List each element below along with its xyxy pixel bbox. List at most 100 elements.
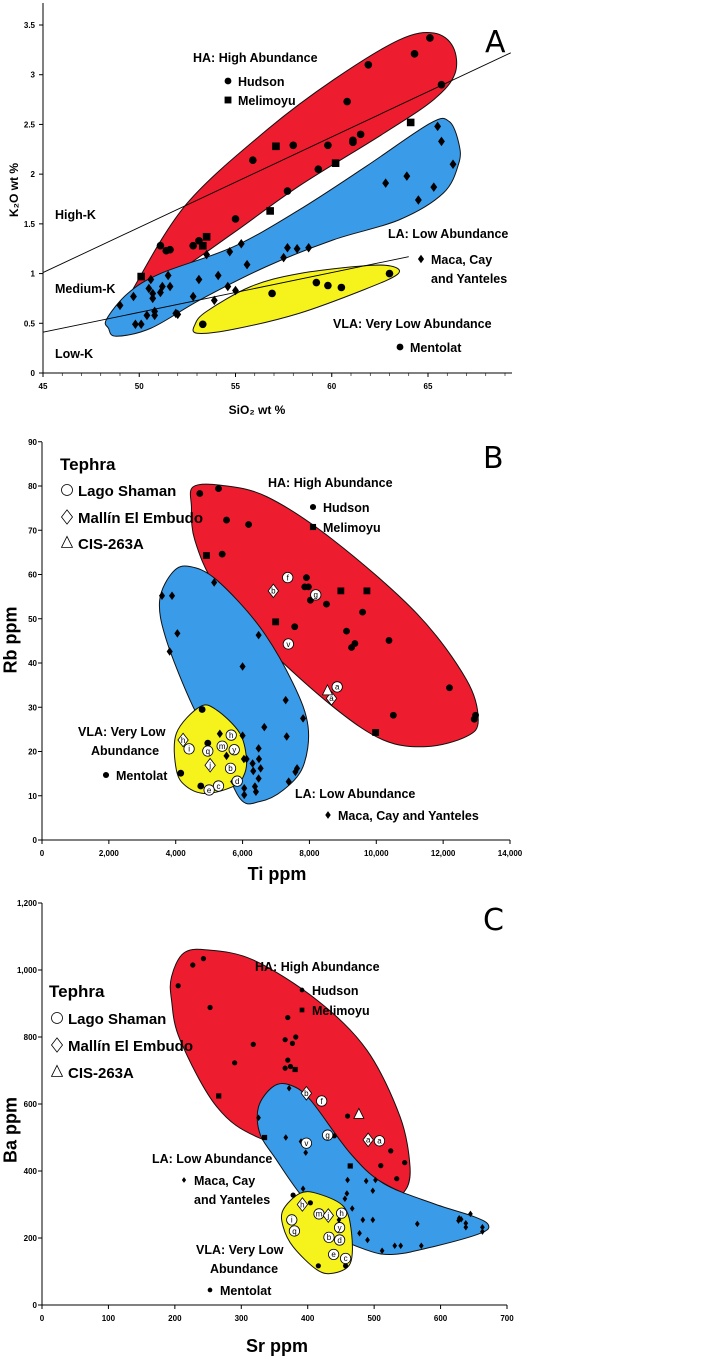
data-point <box>343 627 350 635</box>
x-tick-label: 700 <box>500 1314 514 1323</box>
x-tick-label: 2,000 <box>99 849 120 858</box>
y-tick-label: 800 <box>24 1033 38 1042</box>
y-tick-label: 80 <box>28 482 37 491</box>
tephra-point <box>300 1085 313 1101</box>
legend-label-mentolat: Mentolat <box>220 1284 272 1298</box>
tephra-point <box>225 729 237 741</box>
data-point <box>463 1224 469 1231</box>
data-point <box>323 600 330 608</box>
data-point <box>305 583 312 591</box>
data-point <box>349 1205 355 1212</box>
legend-marker-hudson <box>309 503 317 511</box>
data-point <box>480 1224 485 1231</box>
data-point <box>174 629 181 638</box>
data-point <box>249 156 257 165</box>
data-point <box>285 1057 291 1063</box>
legend-marker-lago-shaman <box>51 1012 63 1024</box>
legend-title: Tephra <box>60 455 116 474</box>
legend-marker-melimoyu <box>224 96 232 104</box>
data-point <box>198 706 206 713</box>
data-point <box>456 1214 462 1222</box>
series-melimoyu <box>203 552 380 736</box>
tephra-point <box>267 583 280 599</box>
data-point <box>268 289 276 298</box>
annotation-medium-k: Medium-K <box>55 282 115 296</box>
data-point <box>292 1066 298 1073</box>
y-tick-label: 400 <box>24 1167 38 1176</box>
data-point <box>272 618 280 626</box>
y-axis-title: Rb ppm <box>1 607 21 674</box>
data-point <box>174 309 182 320</box>
tephra-point-label: f <box>321 1097 324 1106</box>
data-point <box>385 269 394 278</box>
data-point <box>398 1242 404 1249</box>
data-point <box>418 1242 424 1249</box>
tephra-cis-263a <box>353 1107 365 1119</box>
data-point <box>414 1220 420 1228</box>
legend-marker-mentolat <box>207 1287 213 1293</box>
data-point <box>255 630 262 640</box>
tephra-point-label: b <box>271 587 276 596</box>
data-point <box>392 1242 398 1249</box>
x-tick-label: 8,000 <box>299 849 320 858</box>
region-vla <box>192 264 400 334</box>
x-tick-label: 200 <box>168 1314 182 1323</box>
annotation-la-low-abundance: LA: Low Abundance <box>152 1152 272 1166</box>
y-tick-label: 600 <box>24 1100 38 1109</box>
data-point <box>282 695 289 705</box>
region-ha <box>132 31 458 291</box>
y-tick-label: 60 <box>28 571 37 580</box>
data-point <box>151 310 159 321</box>
data-point <box>363 587 371 595</box>
data-point <box>284 242 291 253</box>
data-point <box>196 490 204 497</box>
data-point <box>365 1236 370 1244</box>
legend-label-lago-shaman: Lago Shaman <box>68 1011 166 1028</box>
tephra-point <box>331 681 343 693</box>
data-point <box>430 182 438 192</box>
data-point <box>356 130 365 139</box>
data-point <box>130 291 137 302</box>
panel-label: A <box>485 25 506 60</box>
tephra-point-label: h <box>181 736 185 745</box>
tephra-point <box>333 1222 346 1234</box>
y-tick-label: 1 <box>31 270 36 279</box>
legend-label-hudson: Hudson <box>312 984 359 998</box>
tephra-point-label: j <box>326 1211 329 1220</box>
data-point <box>348 644 355 651</box>
data-point <box>239 731 246 740</box>
data-point <box>370 1187 376 1195</box>
data-point <box>223 751 230 761</box>
data-point <box>394 1176 400 1182</box>
data-point <box>272 142 280 151</box>
data-point <box>472 711 479 719</box>
data-point <box>145 283 153 294</box>
data-point <box>218 550 226 558</box>
tephra-point-label: m <box>316 1210 323 1219</box>
tephra-point <box>328 1248 340 1261</box>
data-point <box>290 1192 296 1198</box>
y-tick-label: 90 <box>28 438 37 447</box>
data-point <box>149 288 157 299</box>
data-point <box>480 1228 485 1235</box>
legend-marker-maca-cay-and-yanteles <box>325 811 331 819</box>
series-melimoyu <box>137 118 415 281</box>
series-hudson <box>175 956 408 1182</box>
data-point <box>189 241 197 250</box>
data-point <box>175 983 181 989</box>
tephra-point <box>323 1231 335 1243</box>
legend-label-mall-n-el-embudo: Mallín El Embudo <box>78 510 203 527</box>
data-point <box>414 195 422 205</box>
tephra-point <box>231 775 243 787</box>
data-point <box>255 744 262 753</box>
y-tick-label: 30 <box>28 703 37 712</box>
data-point <box>293 1034 299 1040</box>
x-tick-label: 6,000 <box>233 849 254 858</box>
y-tick-label: 1.5 <box>24 220 36 229</box>
legend-marker-mentolat <box>396 343 404 351</box>
data-point <box>314 165 323 173</box>
tephra-point-label: d <box>235 777 239 786</box>
x-tick-label: 500 <box>367 1314 381 1323</box>
tephra-point-label: a <box>377 1137 382 1146</box>
data-point <box>282 1037 288 1043</box>
